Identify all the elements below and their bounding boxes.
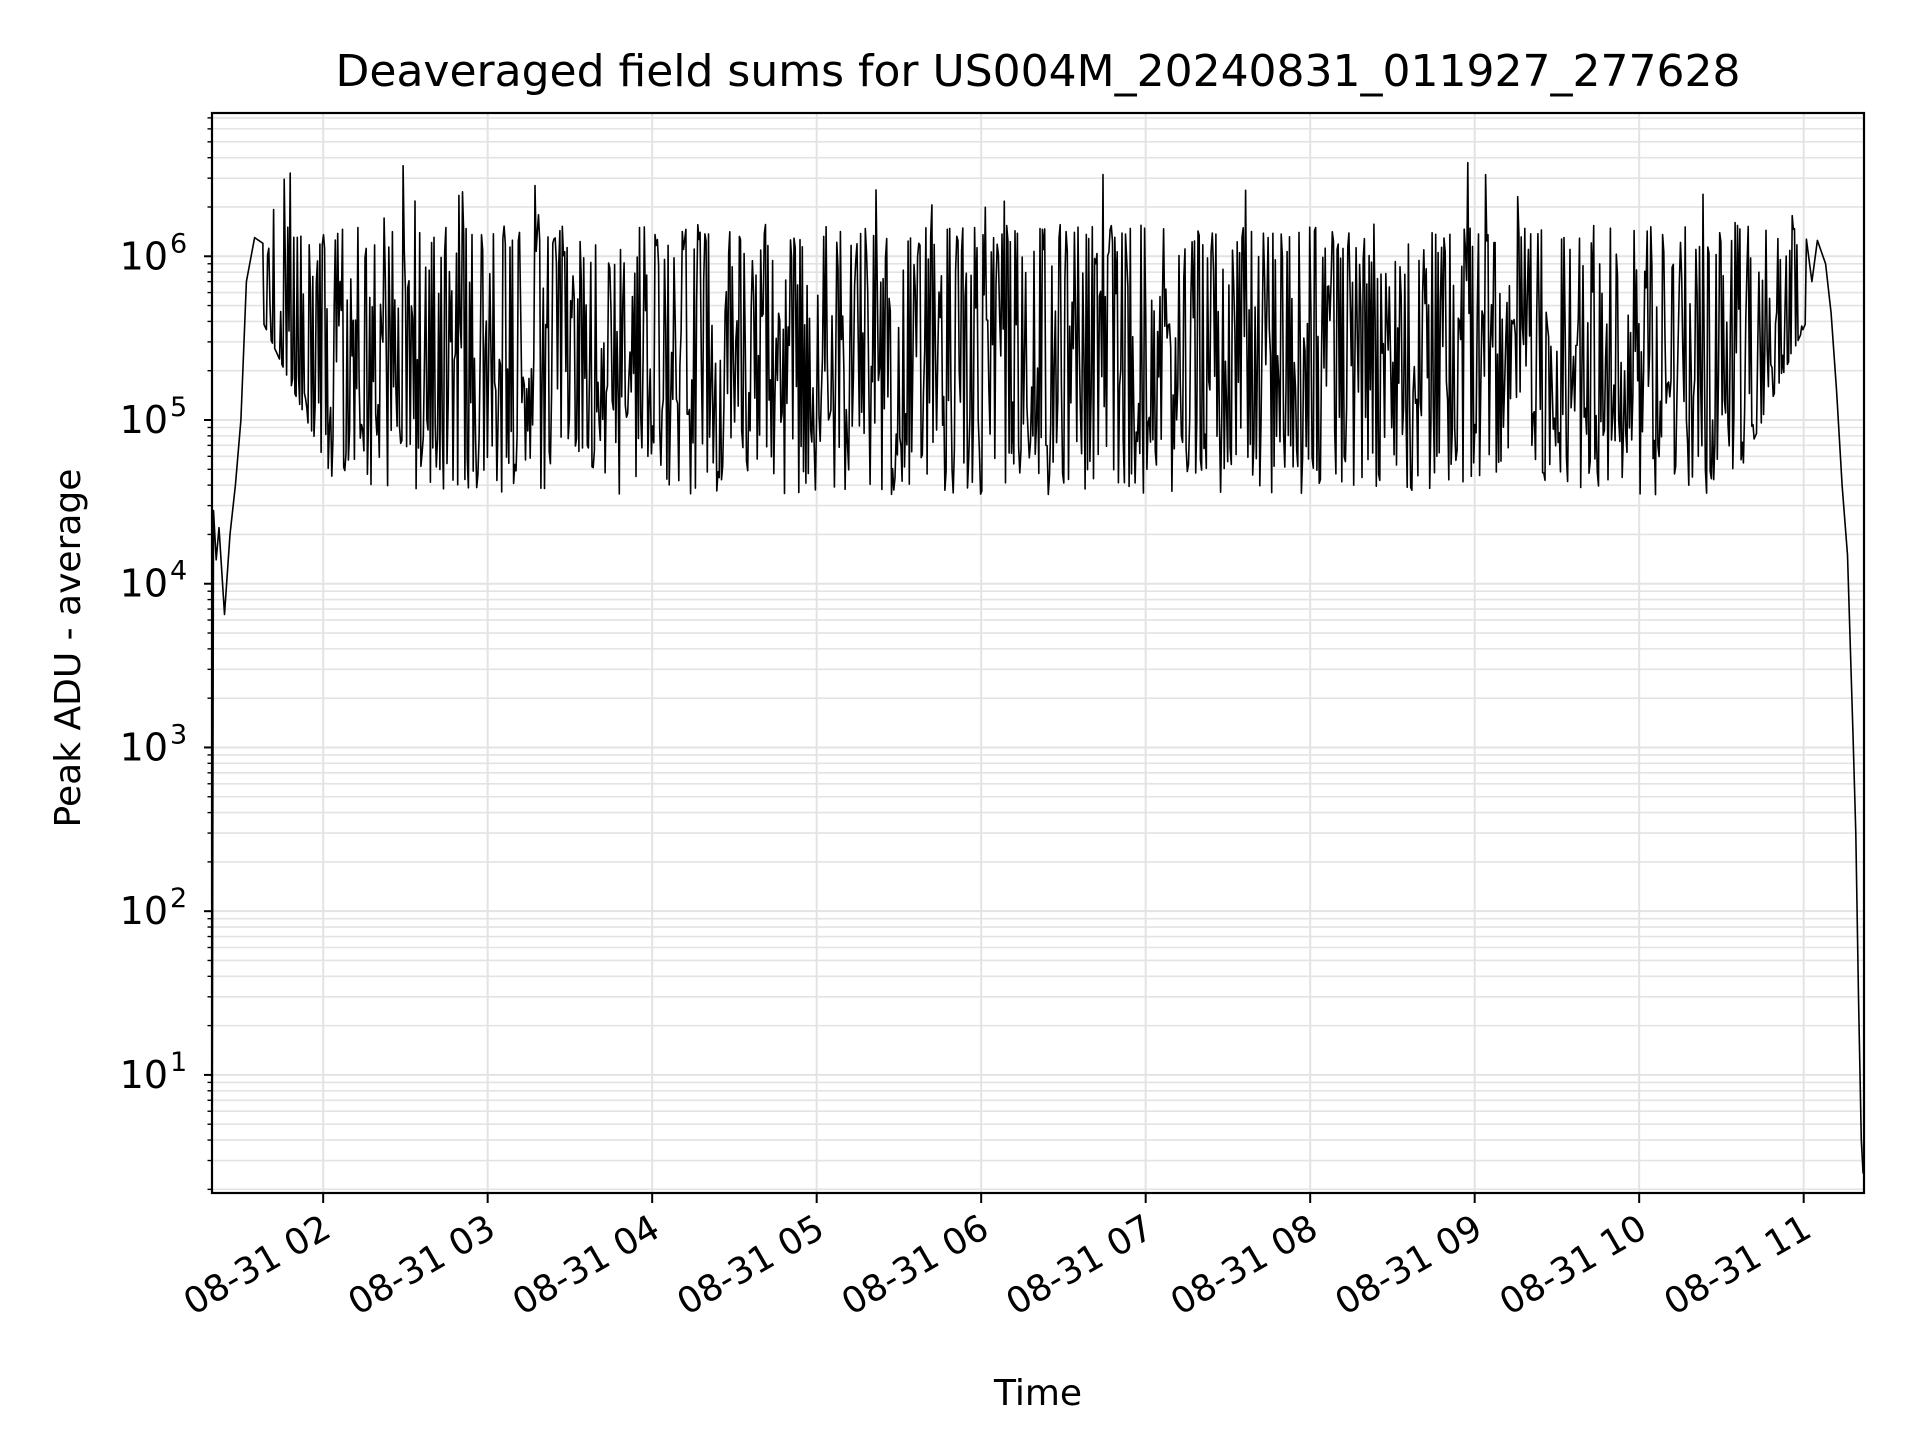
y-tick-exponent: 2 [170,883,187,914]
y-tick-label: 10 [120,725,168,769]
y-tick-exponent: 1 [170,1047,187,1078]
series-path [211,161,1864,1174]
y-tick-exponent: 3 [170,719,187,750]
y-tick-exponent: 6 [170,228,187,259]
chart-title: Deaveraged field sums for US004M_2024083… [336,46,1741,97]
x-axis-label: Time [993,1373,1082,1414]
plot-frame [210,111,1866,1195]
series-line [211,161,1864,1174]
y-tick-exponent: 4 [170,556,187,587]
y-axis-label: Peak ADU - average [48,469,89,828]
y-tick-label: 10 [120,234,168,278]
y-tick-exponent: 5 [170,392,187,423]
y-tick-label: 10 [120,398,168,442]
y-tick-label: 10 [120,889,168,933]
y-tick-label: 10 [120,562,168,606]
y-tick-label: 10 [120,1053,168,1097]
